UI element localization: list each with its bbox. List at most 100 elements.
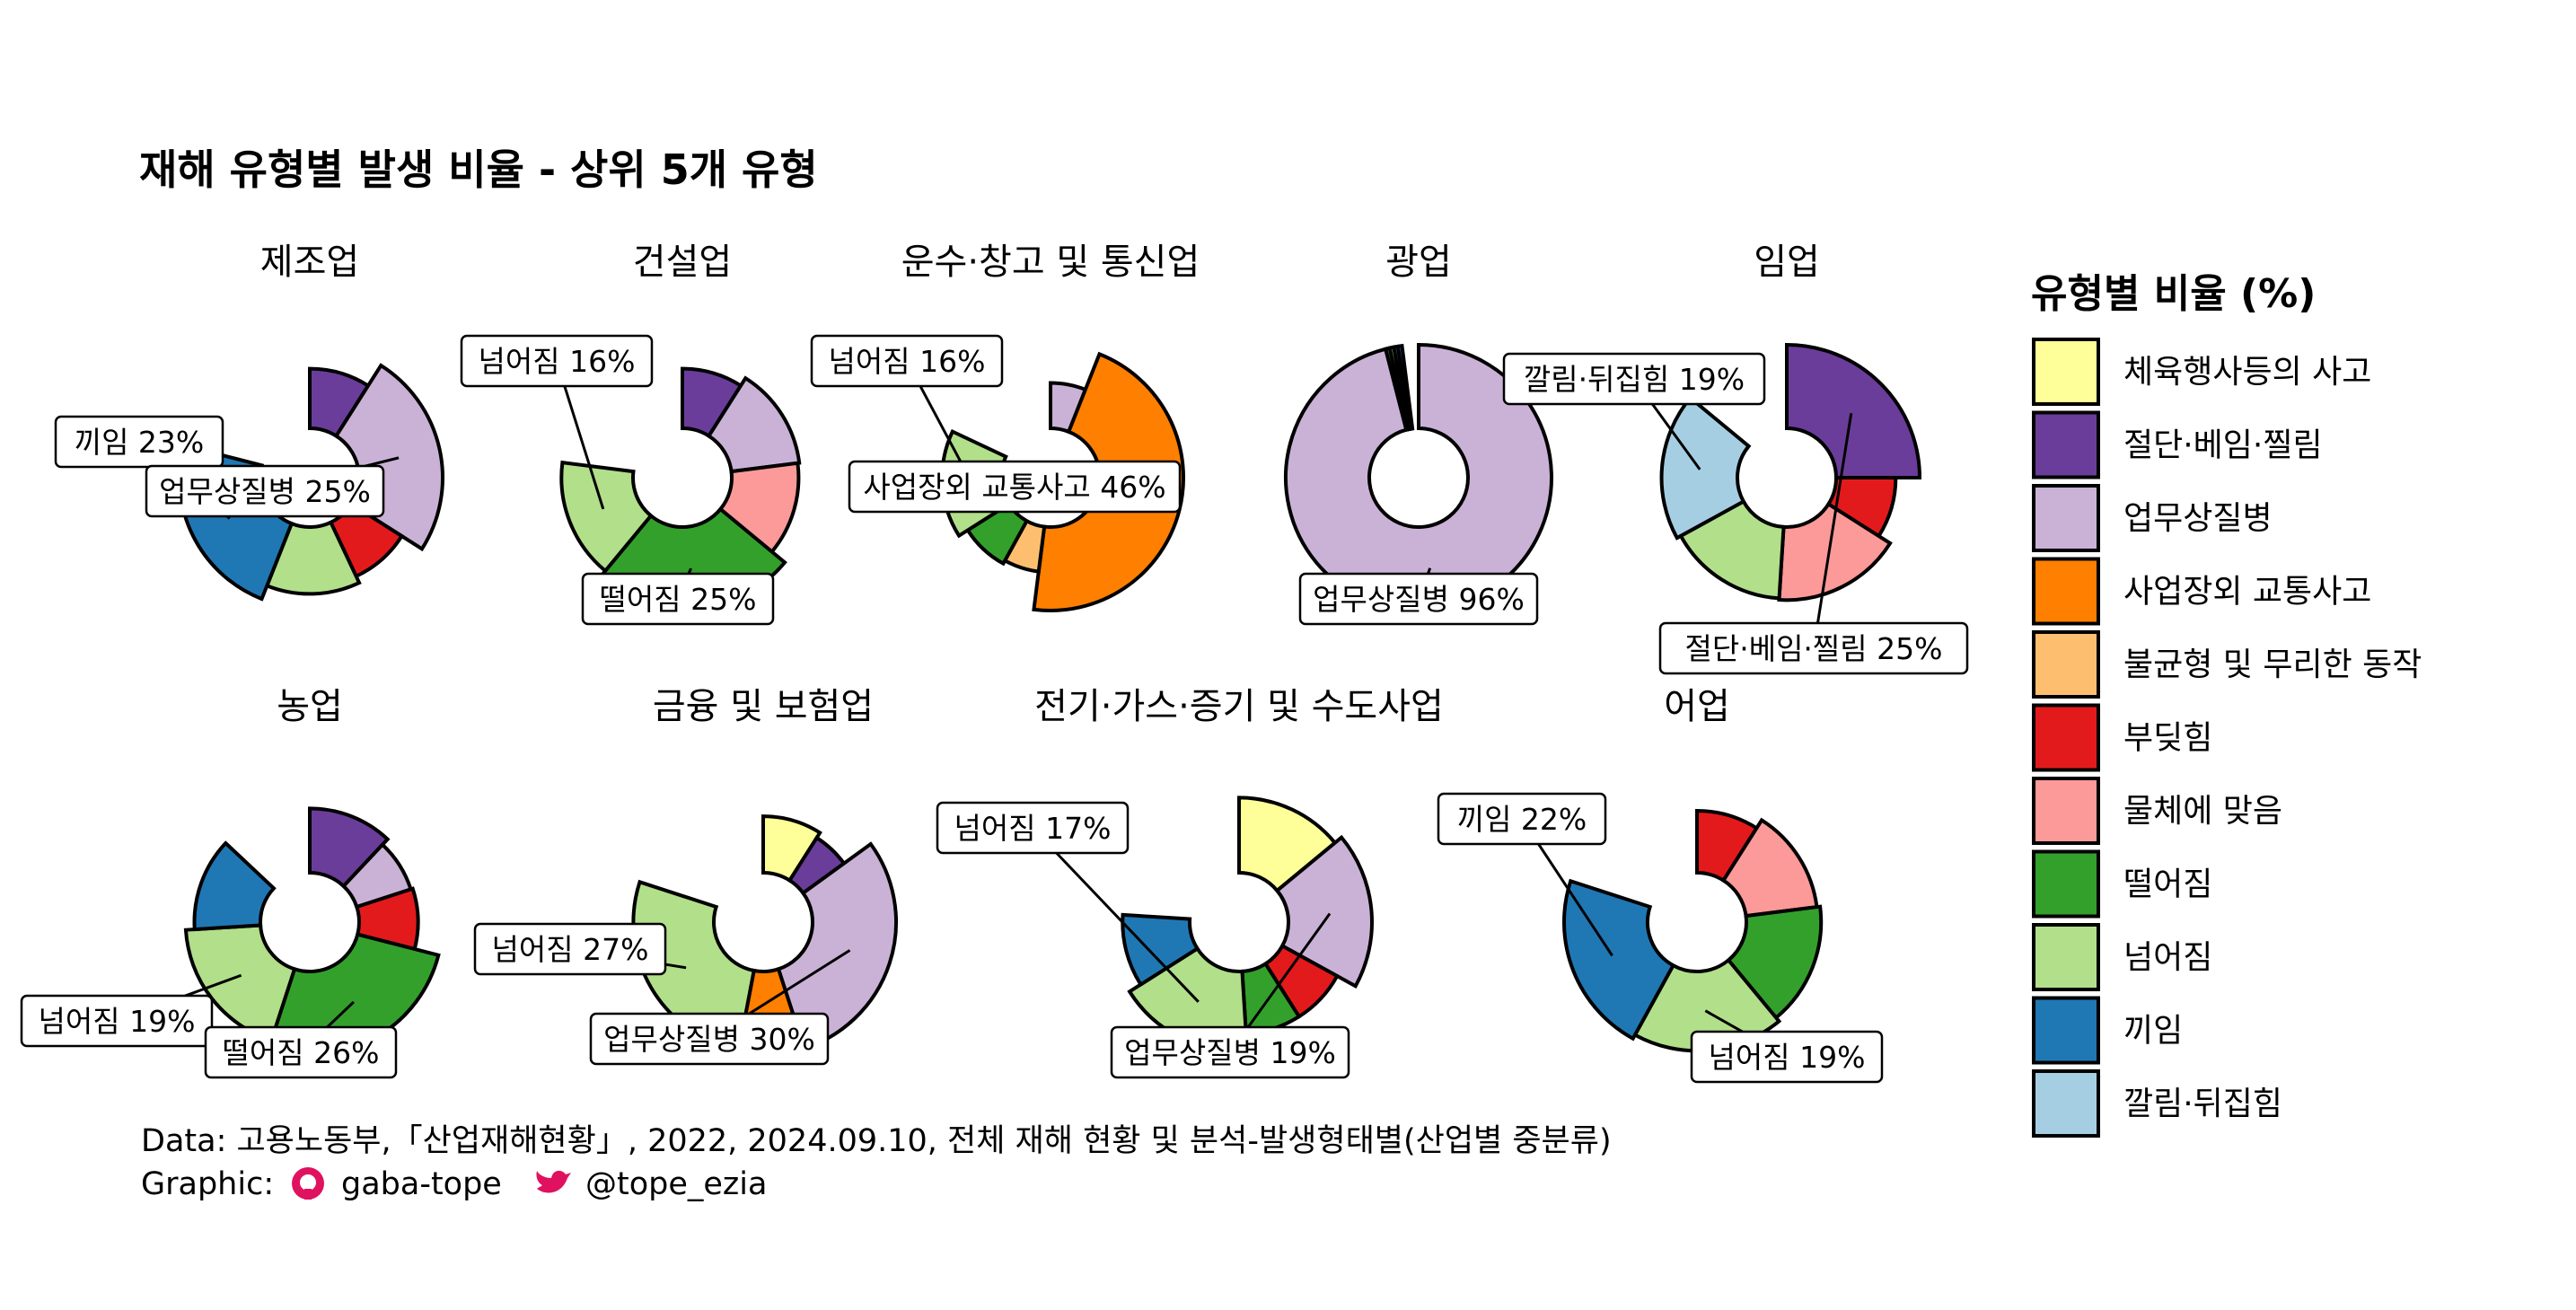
donut-slice [1720,817,1819,919]
panel-title: 광업 [1385,242,1452,283]
data-label: 업무상질병 30% [603,1022,815,1057]
panel-title: 금융 및 보험업 [653,686,874,727]
panel-title: 임업 [1754,242,1820,283]
donut-slice [192,840,277,932]
data-label-box [1110,1025,1350,1079]
data-label-box [1298,572,1539,626]
twitter-icon [536,1170,571,1193]
donut-slice [1121,912,1200,988]
data-label: 넘어짐 16% [829,344,986,379]
data-label: 업무상질병 19% [1124,1035,1336,1070]
legend-label: 체육행사등의 사고 [2123,354,2371,391]
legend-label: 불균형 및 무리한 동작 [2123,646,2422,683]
donut-slice [706,375,802,474]
data-label-box [1690,1030,1884,1084]
data-label-box [473,922,667,976]
donut-slice [559,460,654,574]
data-label: 넘어짐 27% [492,932,649,967]
donut-slice [1726,904,1824,1021]
data-label-box [848,460,1182,514]
label-leader [1031,826,1200,1003]
legend-swatch [2032,338,2100,406]
data-label-box [1437,792,1607,846]
legend-title: 유형별 비율 (%) [2031,271,2316,317]
data-label-box [460,334,654,388]
label-leader [1812,412,1853,649]
github-icon [292,1167,324,1200]
donut-slice [1785,342,1922,479]
data-label-box [1658,621,1969,675]
data-label-box [54,415,224,469]
data-label: 끼임 23% [75,425,205,460]
data-label-box [1502,352,1766,406]
data-source: Data: 고용노동부,「산업재해현황」, 2022, 2024.09.10, … [141,1123,1612,1159]
donut-slice [1395,343,1415,431]
donut-slice [1777,501,1893,602]
donut-slice [1562,878,1676,1042]
legend-swatch [2032,923,2100,991]
legend-label: 물체에 맞음 [2123,793,2282,830]
legend-label: 떨어짐 [2123,866,2212,903]
data-label: 떨어짐 25% [600,582,757,617]
legend-swatch [2032,1069,2100,1138]
data-label: 업무상질병 25% [159,474,371,509]
data-label: 넘어짐 19% [1709,1040,1866,1075]
data-label-box [204,1025,398,1079]
legend-label: 사업장외 교통사고 [2123,574,2371,611]
donut-slice [1284,342,1553,612]
data-label-box [145,464,385,518]
donut-slice [308,806,391,889]
legend-label: 끼임 [2123,1013,2183,1050]
data-label-box [20,994,214,1048]
donut-slice [761,814,822,884]
data-label: 떨어짐 26% [223,1035,380,1070]
legend-swatch [2032,777,2100,845]
donut-slice [1237,796,1338,893]
graphic-credit-label: Graphic: [141,1166,274,1202]
data-label-box [936,801,1130,855]
legend-label: 업무상질병 [2123,500,2273,537]
data-label: 넘어짐 17% [954,811,1112,846]
data-label: 넘어짐 16% [479,344,636,379]
legend-label: 넘어짐 [2123,939,2212,976]
data-label: 사업장외 교통사고 46% [863,470,1165,505]
data-label-box [589,1012,830,1066]
panel-title: 운수·창고 및 통신업 [901,242,1200,283]
legend-swatch [2032,557,2100,626]
twitter-handle: @tope_ezia [585,1166,767,1202]
legend-label: 깔림·뒤집힘 [2123,1086,2282,1122]
legend-label: 절단·베임·찔림 [2123,427,2323,464]
legend-swatch [2032,996,2100,1065]
donut-slice [776,841,898,1051]
panel-title: 건설업 [633,242,732,283]
data-label: 업무상질병 96% [1313,582,1525,617]
chart-title: 재해 유형별 발생 비율 - 상위 5개 유형 [139,145,818,194]
legend-swatch [2032,849,2100,919]
panel-title: 제조업 [260,242,359,283]
panel-title: 농업 [277,686,343,727]
legend-label: 부딪힘 [2123,720,2212,757]
github-handle: gaba-tope [341,1166,502,1202]
legend-swatch [2032,484,2100,552]
caption: Data: 고용노동부,「산업재해현황」, 2022, 2024.09.10, … [141,1123,1612,1202]
data-label: 절단·베임·찔림 25% [1685,631,1943,666]
data-label: 넘어짐 19% [39,1004,196,1039]
legend-swatch [2032,410,2100,479]
data-label-box [581,572,775,626]
data-label-box [810,334,1004,388]
data-label: 깔림·뒤집힘 19% [1524,362,1745,397]
data-label: 끼임 22% [1457,802,1587,837]
donut-slice [1274,834,1374,989]
